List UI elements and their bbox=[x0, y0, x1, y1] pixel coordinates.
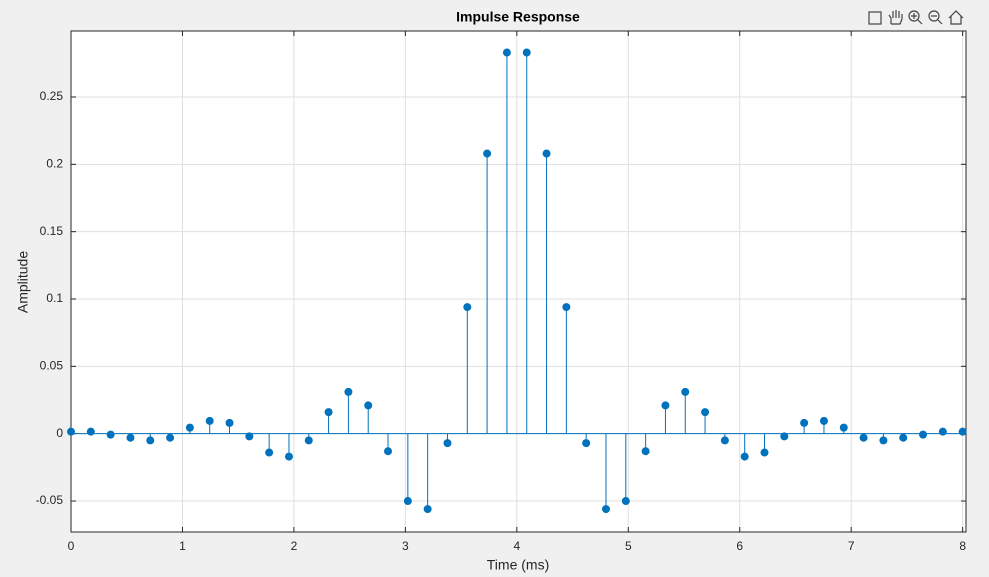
stem-marker bbox=[126, 433, 135, 442]
home-icon[interactable] bbox=[948, 10, 964, 25]
stem-marker bbox=[106, 430, 115, 439]
stem-marker bbox=[67, 427, 75, 436]
stem-marker bbox=[958, 427, 967, 436]
zoom-in-glyph bbox=[911, 13, 923, 25]
stem-marker bbox=[443, 439, 452, 448]
stem-marker bbox=[502, 48, 511, 57]
stem-marker bbox=[661, 401, 670, 410]
stem-marker bbox=[384, 447, 393, 456]
stem-marker bbox=[483, 149, 492, 158]
stem-marker bbox=[899, 433, 908, 442]
stem-marker bbox=[760, 448, 769, 457]
stem-marker bbox=[364, 401, 373, 410]
stem-marker bbox=[185, 423, 194, 432]
stem-marker bbox=[562, 303, 571, 312]
stem-marker bbox=[859, 433, 868, 442]
restore-view-icon[interactable] bbox=[868, 11, 882, 25]
stem-marker bbox=[344, 387, 353, 396]
stem-marker bbox=[522, 48, 531, 57]
stem-marker bbox=[225, 418, 234, 427]
pan-icon[interactable] bbox=[888, 10, 903, 25]
stem-marker bbox=[205, 416, 214, 425]
x-tick-label: 5 bbox=[625, 539, 632, 553]
stem-marker bbox=[641, 447, 650, 456]
y-tick-label: 0.1 bbox=[46, 291, 63, 305]
x-tick-label: 0 bbox=[68, 539, 75, 553]
stem-marker bbox=[463, 303, 472, 312]
x-tick-label: 6 bbox=[736, 539, 743, 553]
plot-area bbox=[71, 31, 966, 532]
stem-marker bbox=[919, 430, 928, 439]
stem-marker bbox=[403, 497, 412, 506]
stem-marker bbox=[839, 423, 848, 432]
stem-marker bbox=[720, 436, 729, 445]
stem-marker bbox=[800, 418, 809, 427]
x-axis-label: Time (ms) bbox=[487, 557, 549, 573]
y-tick-label: 0 bbox=[56, 426, 63, 440]
stem-marker bbox=[304, 436, 313, 445]
toolbar bbox=[868, 10, 964, 25]
stem-marker bbox=[740, 452, 749, 461]
x-tick-label: 4 bbox=[513, 539, 520, 553]
zoom-out-icon[interactable] bbox=[928, 10, 940, 22]
zoom-out-glyph bbox=[931, 15, 943, 25]
stem-marker bbox=[146, 436, 155, 445]
stem-marker bbox=[938, 427, 947, 436]
stem-marker bbox=[542, 149, 551, 158]
y-tick-label: 0.15 bbox=[40, 224, 64, 238]
stem-marker bbox=[245, 432, 254, 441]
stem-marker bbox=[86, 427, 95, 436]
axes-box bbox=[70, 30, 967, 533]
y-tick-label: -0.05 bbox=[36, 493, 64, 507]
stem-marker bbox=[166, 433, 175, 442]
chart-title: Impulse Response bbox=[456, 9, 580, 25]
stem-marker bbox=[265, 448, 274, 457]
stem-marker bbox=[879, 436, 888, 445]
y-axis-label: Amplitude bbox=[15, 251, 31, 313]
stem-marker bbox=[621, 497, 630, 506]
y-tick-label: 0.25 bbox=[40, 89, 64, 103]
stem-marker bbox=[423, 505, 432, 514]
x-tick-label: 3 bbox=[402, 539, 409, 553]
stem-marker bbox=[819, 416, 828, 425]
stem-marker bbox=[601, 505, 610, 514]
zoom-in-icon[interactable] bbox=[908, 10, 920, 22]
stem-marker bbox=[681, 387, 690, 396]
stem-marker bbox=[284, 452, 293, 461]
x-tick-label: 2 bbox=[291, 539, 298, 553]
stem-marker bbox=[582, 439, 591, 448]
x-tick-label: 1 bbox=[179, 539, 186, 553]
y-tick-label: 0.2 bbox=[46, 157, 63, 171]
x-tick-label: 7 bbox=[848, 539, 855, 553]
stem-marker bbox=[324, 408, 333, 417]
x-tick-label: 8 bbox=[959, 539, 966, 553]
y-tick-label: 0.05 bbox=[40, 359, 64, 373]
stem-marker bbox=[780, 432, 789, 441]
stem-marker bbox=[701, 408, 710, 417]
